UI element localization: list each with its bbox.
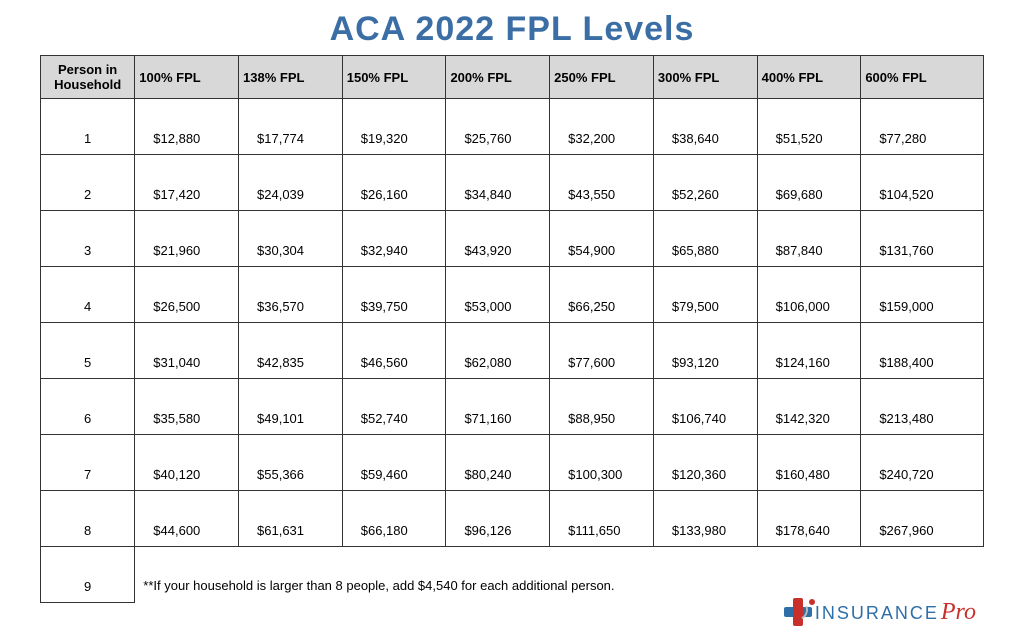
cell-fpl-value: $54,900 xyxy=(550,211,654,267)
cell-fpl-value: $42,835 xyxy=(239,323,343,379)
footnote-text: **If your household is larger than 8 peo… xyxy=(135,547,984,603)
brand-logo: INSURANCEPro xyxy=(784,598,976,626)
cell-fpl-value: $77,280 xyxy=(861,99,984,155)
cell-fpl-value: $65,880 xyxy=(653,211,757,267)
cell-fpl-value: $30,304 xyxy=(239,211,343,267)
cell-fpl-value: $100,300 xyxy=(550,435,654,491)
cell-fpl-value: $35,580 xyxy=(135,379,239,435)
col-header-fpl: 250% FPL xyxy=(550,56,654,99)
table-header-row: Person inHousehold100% FPL138% FPL150% F… xyxy=(41,56,984,99)
cell-fpl-value: $55,366 xyxy=(239,435,343,491)
cell-fpl-value: $52,740 xyxy=(342,379,446,435)
cell-fpl-value: $124,160 xyxy=(757,323,861,379)
cell-household-size: 6 xyxy=(41,379,135,435)
col-header-fpl: 400% FPL xyxy=(757,56,861,99)
logo-text: INSURANCEPro xyxy=(815,599,976,626)
cell-fpl-value: $79,500 xyxy=(653,267,757,323)
cell-fpl-value: $240,720 xyxy=(861,435,984,491)
cell-fpl-value: $178,640 xyxy=(757,491,861,547)
cell-fpl-value: $24,039 xyxy=(239,155,343,211)
cell-fpl-value: $96,126 xyxy=(446,491,550,547)
cell-fpl-value: $19,320 xyxy=(342,99,446,155)
cell-household-size: 7 xyxy=(41,435,135,491)
page-title: ACA 2022 FPL Levels xyxy=(40,10,984,49)
cell-fpl-value: $106,000 xyxy=(757,267,861,323)
cell-fpl-value: $80,240 xyxy=(446,435,550,491)
cell-fpl-value: $21,960 xyxy=(135,211,239,267)
table-row: 6$35,580$49,101$52,740$71,160$88,950$106… xyxy=(41,379,984,435)
cell-fpl-value: $142,320 xyxy=(757,379,861,435)
cell-fpl-value: $120,360 xyxy=(653,435,757,491)
cell-fpl-value: $62,080 xyxy=(446,323,550,379)
cell-fpl-value: $106,740 xyxy=(653,379,757,435)
cell-fpl-value: $49,101 xyxy=(239,379,343,435)
cell-fpl-value: $267,960 xyxy=(861,491,984,547)
cell-household-size: 5 xyxy=(41,323,135,379)
cell-fpl-value: $93,120 xyxy=(653,323,757,379)
cell-fpl-value: $34,840 xyxy=(446,155,550,211)
cell-fpl-value: $188,400 xyxy=(861,323,984,379)
table-row: 1$12,880$17,774$19,320$25,760$32,200$38,… xyxy=(41,99,984,155)
cell-fpl-value: $111,650 xyxy=(550,491,654,547)
cell-fpl-value: $51,520 xyxy=(757,99,861,155)
table-row: 8$44,600$61,631$66,180$96,126$111,650$13… xyxy=(41,491,984,547)
cell-fpl-value: $133,980 xyxy=(653,491,757,547)
cell-fpl-value: $59,460 xyxy=(342,435,446,491)
cell-fpl-value: $44,600 xyxy=(135,491,239,547)
table-row: 4$26,500$36,570$39,750$53,000$66,250$79,… xyxy=(41,267,984,323)
cell-fpl-value: $38,640 xyxy=(653,99,757,155)
cell-fpl-value: $53,000 xyxy=(446,267,550,323)
logo-cross-icon xyxy=(784,598,812,626)
cell-fpl-value: $159,000 xyxy=(861,267,984,323)
cell-fpl-value: $17,774 xyxy=(239,99,343,155)
cell-household-size: 1 xyxy=(41,99,135,155)
col-header-household: Person inHousehold xyxy=(41,56,135,99)
cell-fpl-value: $25,760 xyxy=(446,99,550,155)
cell-fpl-value: $131,760 xyxy=(861,211,984,267)
cell-fpl-value: $31,040 xyxy=(135,323,239,379)
cell-fpl-value: $12,880 xyxy=(135,99,239,155)
cell-fpl-value: $36,570 xyxy=(239,267,343,323)
cell-fpl-value: $77,600 xyxy=(550,323,654,379)
cell-fpl-value: $104,520 xyxy=(861,155,984,211)
cell-fpl-value: $87,840 xyxy=(757,211,861,267)
cell-fpl-value: $26,500 xyxy=(135,267,239,323)
cell-fpl-value: $88,950 xyxy=(550,379,654,435)
cell-fpl-value: $32,200 xyxy=(550,99,654,155)
cell-fpl-value: $43,920 xyxy=(446,211,550,267)
cell-fpl-value: $66,180 xyxy=(342,491,446,547)
cell-household-size: 2 xyxy=(41,155,135,211)
col-header-fpl: 150% FPL xyxy=(342,56,446,99)
cell-household-size: 9 xyxy=(41,547,135,603)
cell-household-size: 8 xyxy=(41,491,135,547)
table-row: 3$21,960$30,304$32,940$43,920$54,900$65,… xyxy=(41,211,984,267)
cell-fpl-value: $32,940 xyxy=(342,211,446,267)
cell-fpl-value: $46,560 xyxy=(342,323,446,379)
table-row: 5$31,040$42,835$46,560$62,080$77,600$93,… xyxy=(41,323,984,379)
fpl-table: Person inHousehold100% FPL138% FPL150% F… xyxy=(40,55,984,603)
cell-fpl-value: $52,260 xyxy=(653,155,757,211)
table-row: 7$40,120$55,366$59,460$80,240$100,300$12… xyxy=(41,435,984,491)
col-header-fpl: 300% FPL xyxy=(653,56,757,99)
cell-fpl-value: $40,120 xyxy=(135,435,239,491)
cell-fpl-value: $61,631 xyxy=(239,491,343,547)
cell-fpl-value: $39,750 xyxy=(342,267,446,323)
cell-fpl-value: $69,680 xyxy=(757,155,861,211)
cell-fpl-value: $66,250 xyxy=(550,267,654,323)
cell-fpl-value: $71,160 xyxy=(446,379,550,435)
table-row: 2$17,420$24,039$26,160$34,840$43,550$52,… xyxy=(41,155,984,211)
col-header-fpl: 600% FPL xyxy=(861,56,984,99)
table-footnote-row: 9**If your household is larger than 8 pe… xyxy=(41,547,984,603)
col-header-fpl: 138% FPL xyxy=(239,56,343,99)
col-header-fpl: 200% FPL xyxy=(446,56,550,99)
cell-fpl-value: $213,480 xyxy=(861,379,984,435)
cell-fpl-value: $43,550 xyxy=(550,155,654,211)
cell-household-size: 4 xyxy=(41,267,135,323)
cell-fpl-value: $17,420 xyxy=(135,155,239,211)
cell-fpl-value: $160,480 xyxy=(757,435,861,491)
col-header-fpl: 100% FPL xyxy=(135,56,239,99)
cell-fpl-value: $26,160 xyxy=(342,155,446,211)
cell-household-size: 3 xyxy=(41,211,135,267)
